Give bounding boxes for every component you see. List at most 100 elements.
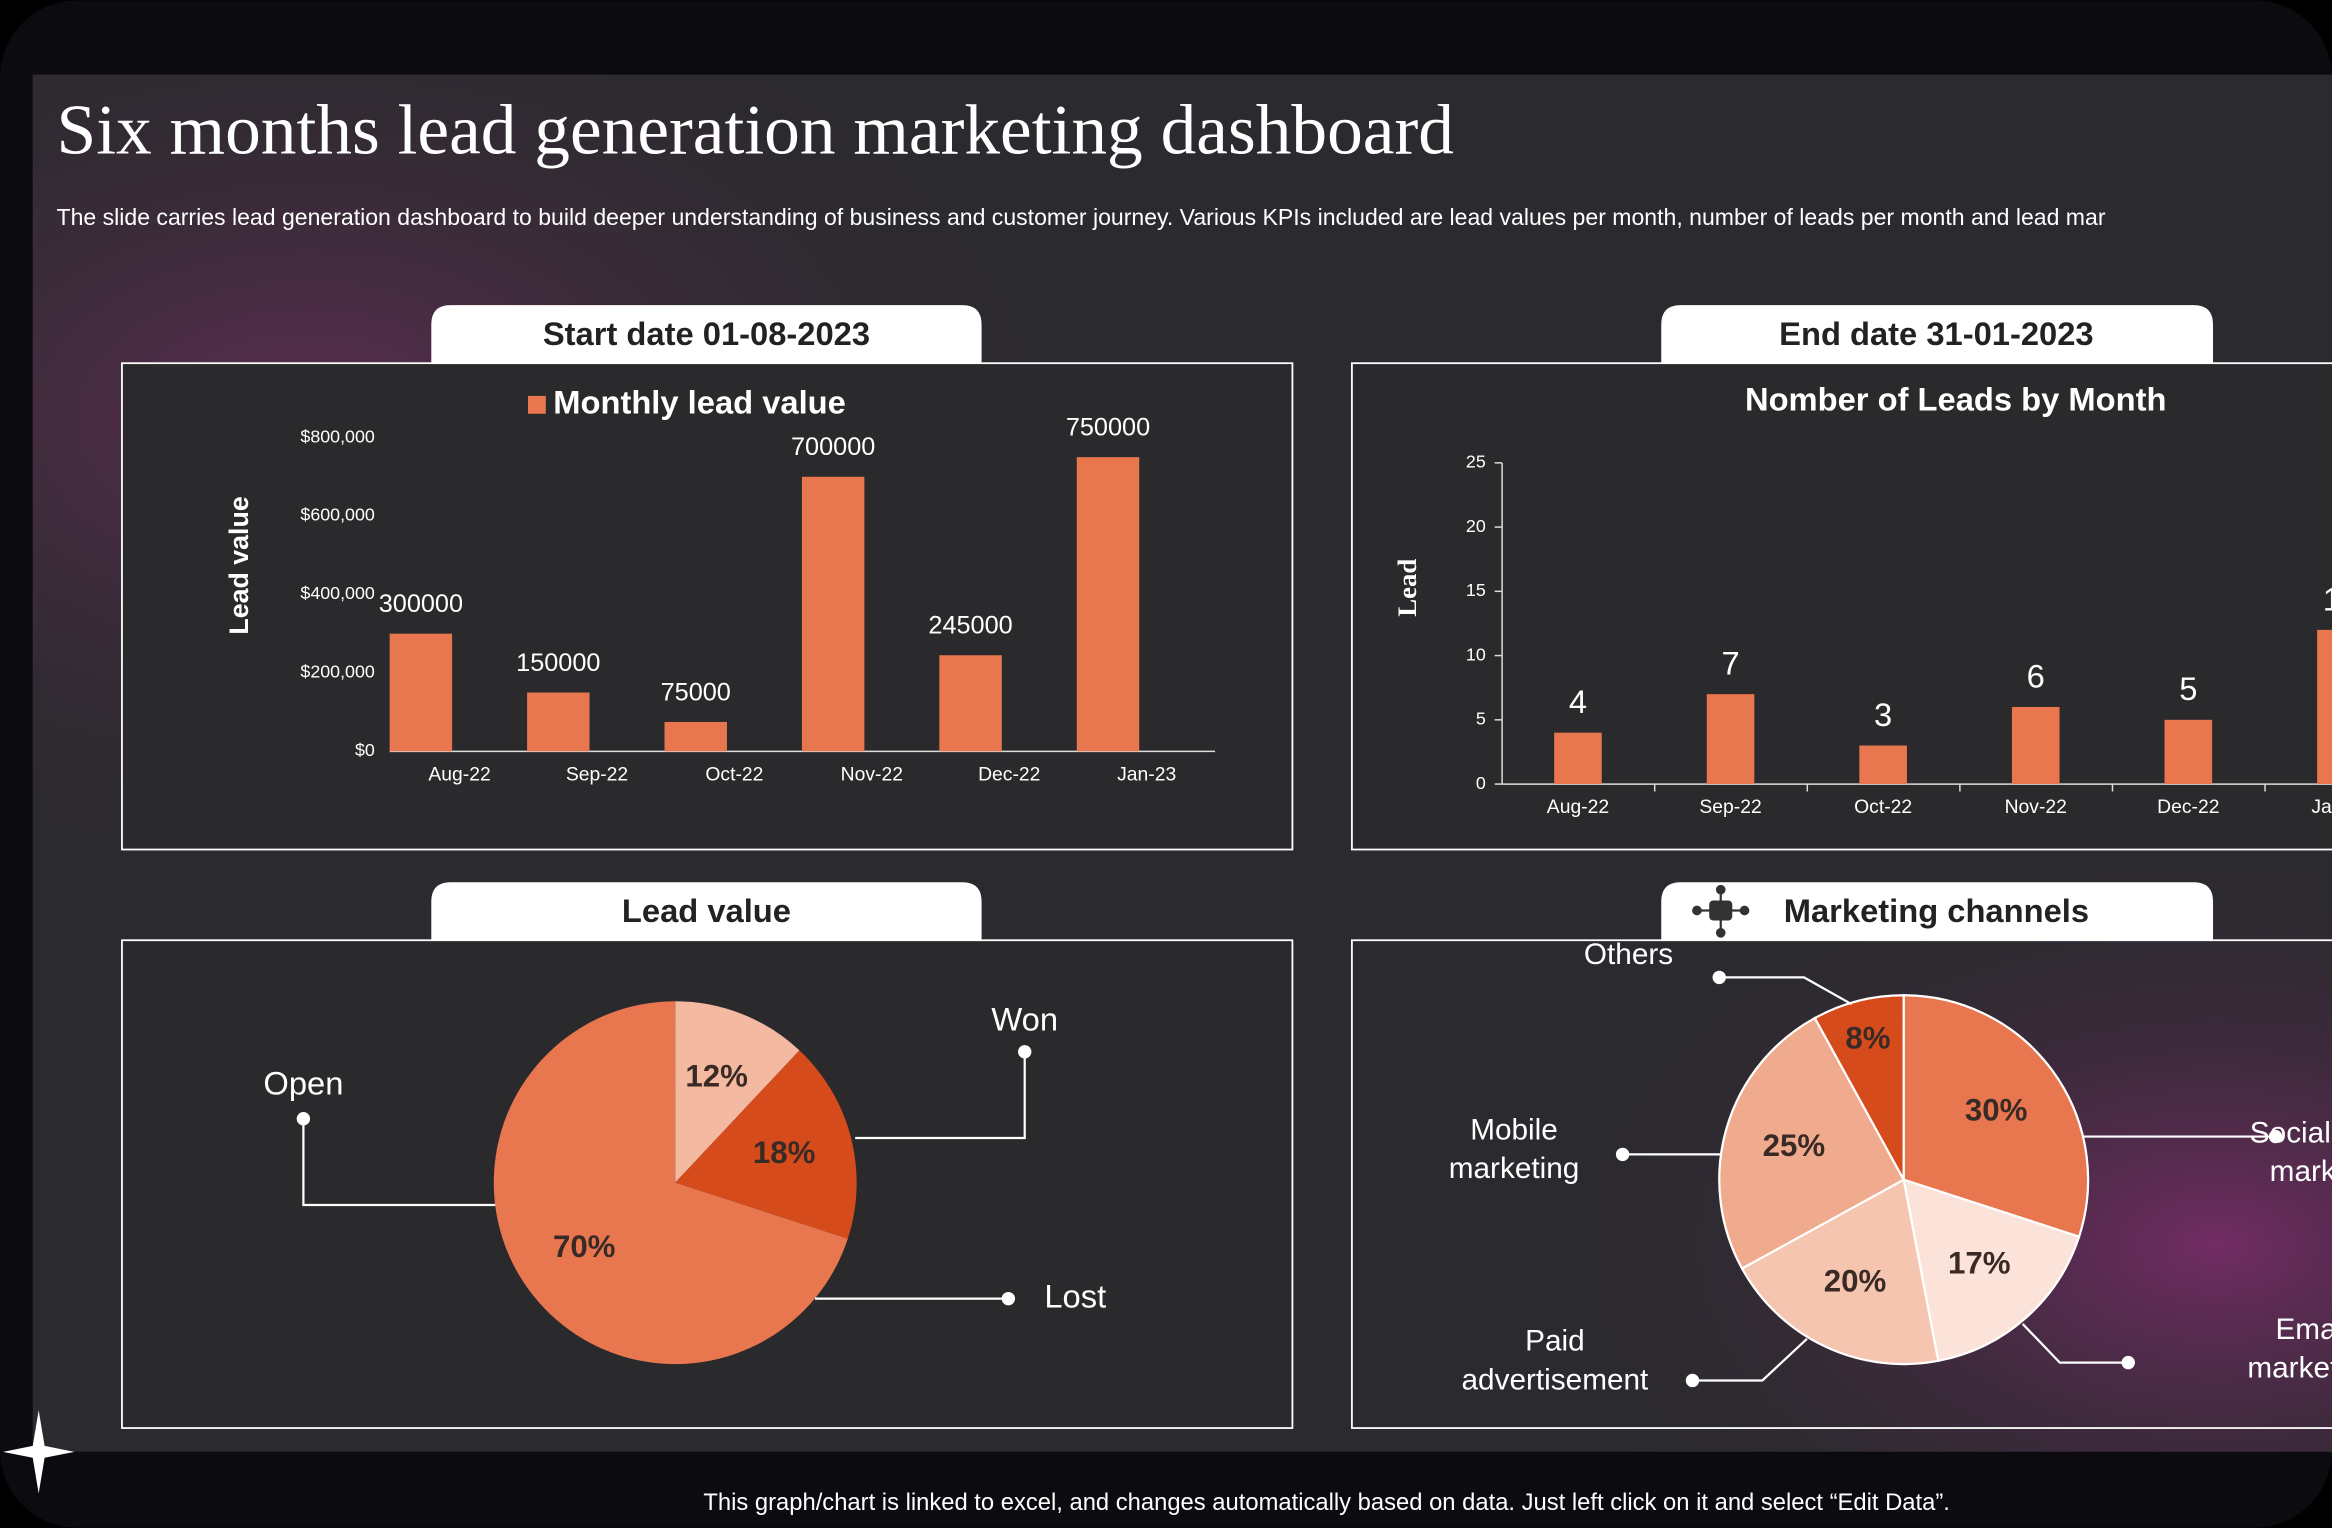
panel-title: Lead value: [622, 892, 791, 929]
x-tick-label: Sep-22: [566, 764, 628, 785]
bar: [2317, 629, 2332, 785]
y-axis-label: Lead: [1392, 559, 1422, 617]
leader-line: [1719, 976, 1853, 1006]
value-label: 30%: [1965, 1093, 2027, 1128]
category-label: Email marketing: [2247, 1313, 2332, 1385]
bar: [664, 721, 727, 752]
bar: [1859, 745, 1907, 785]
value-label: 12%: [685, 1058, 747, 1093]
category-label-text: Mobile marketing: [1448, 1114, 1580, 1186]
panel-tab: [1661, 305, 2214, 364]
value-label: 300000: [379, 590, 463, 618]
sparkle: [2, 1410, 75, 1494]
y-tick-label: 5: [1476, 709, 1486, 729]
value-label: 12: [2323, 580, 2332, 617]
category-label: Paid advertisement: [1461, 1325, 1649, 1397]
bar: [801, 476, 865, 752]
leader-line: [1692, 1338, 1808, 1382]
bar: [389, 633, 453, 752]
category-label: Others: [1583, 938, 1674, 972]
value-label: 3: [1874, 696, 1892, 733]
leader-line: [855, 1051, 1026, 1140]
panel-title: End date 31-01-2023: [1779, 315, 2093, 352]
leader-dot: [296, 1112, 311, 1126]
x-tick-label: Aug-22: [1547, 797, 1609, 818]
category-label: Social Media marketing: [2249, 1117, 2332, 1189]
y-tick-label: 10: [1466, 644, 1486, 664]
category-label-text: Paid advertisement: [1461, 1325, 1649, 1397]
value-label: 25%: [1763, 1128, 1825, 1163]
value-label: 5: [2179, 670, 2197, 707]
value-label: 17%: [1948, 1246, 2010, 1281]
pie-slice: [1902, 994, 2090, 1239]
x-tick-label: Oct-22: [1854, 797, 1912, 818]
panel-tab: [431, 882, 982, 941]
leader-dot: [1685, 1373, 1700, 1388]
chart-title: Nomber of Leads by Month: [1745, 380, 2167, 417]
x-tick-label: Dec-22: [2157, 797, 2219, 818]
y-tick-label: 15: [1466, 580, 1486, 600]
value-label: 750000: [1066, 414, 1150, 442]
pie-slice: [493, 1001, 848, 1365]
x-tick-label: Sep-22: [1699, 797, 1761, 818]
category-label: Won: [991, 1001, 1058, 1038]
value-label: 75000: [661, 678, 731, 706]
value-label: 20%: [1824, 1263, 1886, 1298]
y-tick-label: $400,000: [300, 583, 374, 603]
leader-dot: [2268, 1129, 2283, 1144]
x-tick-label: Dec-22: [978, 764, 1040, 785]
pie-slice: [675, 1050, 857, 1239]
value-label: 700000: [791, 433, 875, 461]
x-tick-label: Nov-22: [2005, 797, 2067, 818]
bar: [1554, 732, 1602, 785]
value-label: 4: [1569, 683, 1587, 720]
value-label: 6: [2027, 657, 2045, 694]
y-tick-label: 25: [1466, 452, 1486, 472]
pie-slice: [1718, 1016, 1906, 1271]
value-label: 18%: [753, 1135, 815, 1170]
category-label: Mobile marketing: [1448, 1114, 1580, 1186]
panel-tab: [1661, 882, 2214, 941]
legend-swatch: [527, 395, 546, 414]
value-label: 7: [1721, 645, 1739, 682]
x-tick-label: Nov-22: [841, 764, 903, 785]
x-tick-label: Aug-22: [428, 764, 490, 785]
charts: $0 $200,000 $400,000 $600,000 $800,000 Lead v…: [224, 380, 2332, 1397]
category-label-text: Email marketing: [2247, 1313, 2332, 1385]
subtitle: The slide carries lead generation dashbo…: [57, 204, 2106, 230]
leader-line: [2021, 1323, 2129, 1364]
pie-slice: [1740, 1177, 1940, 1366]
category-label-text: Others: [1583, 938, 1674, 972]
bar: [527, 692, 590, 752]
y-axis-label: Lead value: [224, 496, 254, 634]
pie-slice: [1813, 994, 1905, 1181]
value-label: 150000: [516, 649, 600, 677]
y-tick-label: $200,000: [300, 662, 374, 682]
pie-slice: [1902, 1178, 2081, 1363]
bar: [1076, 457, 1140, 752]
x-tick-label: Oct-22: [705, 764, 763, 785]
y-tick-label: $800,000: [300, 426, 374, 446]
pie-slice: [675, 1001, 800, 1183]
y-tick-label: $0: [355, 740, 375, 760]
channels-icon: [1692, 884, 1750, 938]
leader-dot: [1615, 1147, 1630, 1162]
value-label: 8%: [1845, 1021, 1890, 1056]
value-label: 70%: [553, 1229, 615, 1264]
leader-line: [302, 1118, 496, 1207]
category-label-text: Social Media marketing: [2249, 1117, 2332, 1189]
leader-dot: [1018, 1045, 1032, 1059]
bar: [2011, 706, 2060, 785]
y-tick-label: $600,000: [300, 505, 374, 525]
bar: [1706, 694, 1755, 785]
panel-title: Start date 01-08-2023: [543, 315, 870, 352]
footer-bar: [0, 1451, 2332, 1528]
footer: This graph/chart is linked to excel, and…: [703, 1489, 1950, 1516]
legend-label: Monthly lead value: [553, 383, 846, 420]
leader-dot: [1712, 970, 1726, 985]
x-tick-label: Jan-23: [1117, 764, 1176, 785]
value-label: 245000: [928, 612, 1012, 640]
panel-title: Marketing channels: [1784, 892, 2089, 929]
